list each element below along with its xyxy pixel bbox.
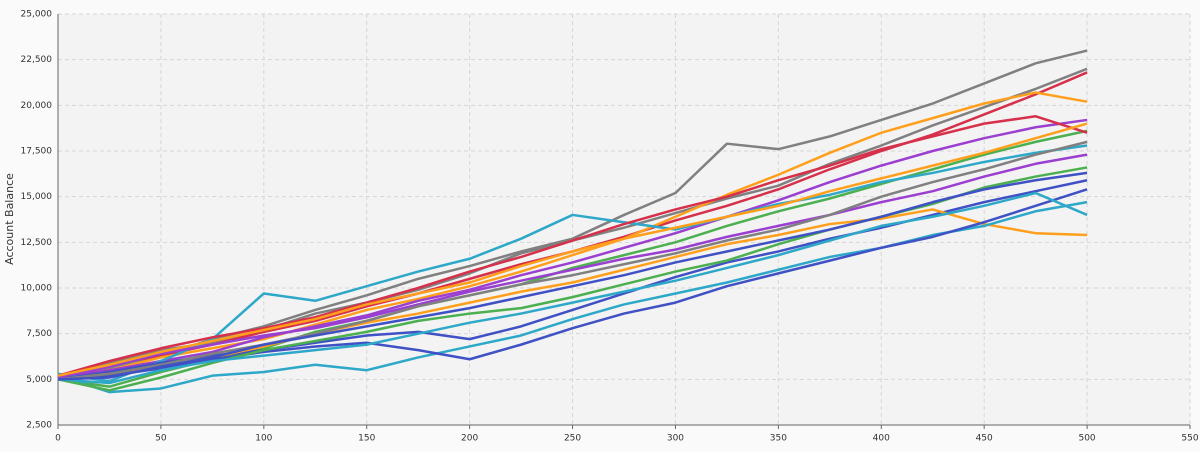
series-line bbox=[57, 188, 1088, 379]
y-tick-label: 2,500 bbox=[26, 421, 52, 431]
y-tick-label: 7,500 bbox=[26, 329, 52, 339]
x-tick-label: 50 bbox=[155, 434, 167, 444]
x-tick-label: 100 bbox=[255, 434, 272, 444]
y-tick-label: 20,000 bbox=[21, 101, 53, 111]
plot-area bbox=[58, 14, 1190, 425]
series-line bbox=[57, 153, 1088, 379]
x-tick-label: 500 bbox=[1078, 434, 1095, 444]
series-line bbox=[57, 115, 1088, 377]
y-tick-label: 22,500 bbox=[21, 55, 53, 65]
y-tick-label: 12,500 bbox=[21, 238, 53, 248]
x-tick-label: 150 bbox=[358, 434, 375, 444]
x-tick-label: 0 bbox=[55, 434, 61, 444]
y-axis-title: Account Balance bbox=[3, 173, 16, 265]
x-tick-label: 400 bbox=[873, 434, 890, 444]
x-tick-label: 450 bbox=[976, 434, 993, 444]
series-line bbox=[57, 171, 1088, 381]
y-tick-label: 17,500 bbox=[21, 147, 53, 157]
x-tick-label: 550 bbox=[1181, 434, 1198, 444]
y-tick-label: 5,000 bbox=[26, 375, 52, 385]
x-tick-label: 250 bbox=[564, 434, 581, 444]
series-line bbox=[57, 118, 1088, 379]
series-line bbox=[57, 91, 1088, 381]
series-line bbox=[57, 122, 1088, 377]
x-tick-label: 300 bbox=[667, 434, 684, 444]
x-tick-label: 350 bbox=[770, 434, 787, 444]
series-line bbox=[57, 140, 1088, 381]
x-tick-label: 200 bbox=[461, 434, 478, 444]
y-tick-label: 15,000 bbox=[21, 192, 53, 202]
y-tick-label: 10,000 bbox=[21, 284, 53, 294]
y-tick-label: 25,000 bbox=[21, 10, 53, 20]
series-line bbox=[57, 191, 1088, 385]
series-line bbox=[57, 144, 1088, 383]
